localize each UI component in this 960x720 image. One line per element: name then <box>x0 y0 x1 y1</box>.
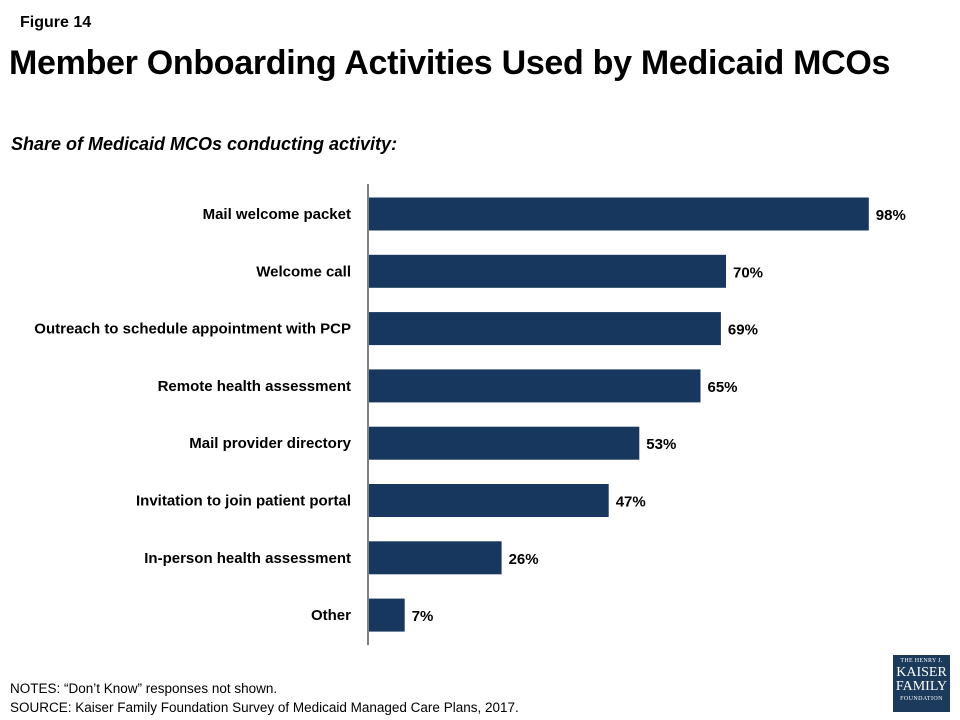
category-label: In-person health assessment <box>144 550 351 567</box>
logo-line-4: FOUNDATION <box>900 696 943 702</box>
bar <box>369 312 721 346</box>
category-label: Remote health assessment <box>158 378 351 395</box>
data-label: 47% <box>616 494 646 511</box>
bar <box>369 541 502 575</box>
category-label: Welcome call <box>256 263 351 280</box>
category-label: Mail welcome packet <box>203 206 351 223</box>
category-label: Mail provider directory <box>189 435 351 452</box>
bar-chart: Mail welcome packet 98% Welcome call 70% Out… <box>34 184 906 646</box>
chart-subtitle: Share of Medicaid MCOs conducting activi… <box>11 134 398 154</box>
data-label: 65% <box>708 379 738 396</box>
data-label: 98% <box>876 207 906 224</box>
bar <box>369 197 869 231</box>
data-label: 70% <box>733 264 763 281</box>
data-label: 26% <box>509 551 539 568</box>
data-label: 69% <box>728 322 758 339</box>
logo-line-3: FAMILY <box>895 679 948 694</box>
data-label: 53% <box>646 436 676 453</box>
source-text: SOURCE: Kaiser Family Foundation Survey … <box>10 700 519 715</box>
bar <box>369 254 726 288</box>
category-label: Invitation to join patient portal <box>136 493 351 510</box>
figure-label: Figure 14 <box>20 14 92 31</box>
bar <box>369 369 701 403</box>
bar <box>369 484 609 517</box>
logo-line-1: THE HENRY J. <box>900 658 943 664</box>
category-label: Other <box>311 607 351 624</box>
notes-block: NOTES: “Don’t Know” responses not shown.… <box>10 679 519 717</box>
data-label: 7% <box>412 608 434 625</box>
chart-title: Member Onboarding Activities Used by Med… <box>9 44 891 82</box>
bar <box>369 426 640 460</box>
notes-text: NOTES: “Don’t Know” responses not shown. <box>10 681 278 696</box>
bar <box>369 598 405 632</box>
category-label: Outreach to schedule appointment with PC… <box>34 321 351 338</box>
logo-line-2: KAISER <box>896 665 947 680</box>
kff-logo: THE HENRY J. KAISER FAMILY FOUNDATION <box>893 655 950 712</box>
